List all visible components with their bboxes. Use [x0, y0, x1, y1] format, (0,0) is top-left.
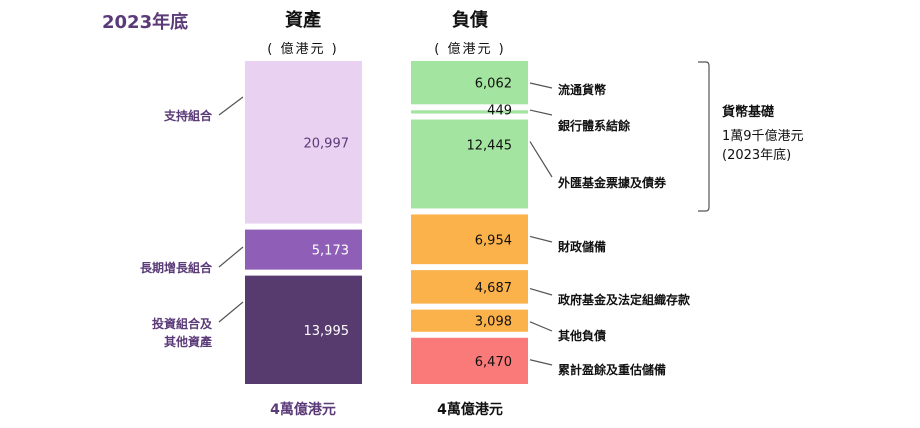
monetary-base-bracket: [698, 61, 710, 212]
asset-value-0: 20,997: [304, 136, 350, 151]
liability-leader-4: [529, 287, 553, 296]
asset-leader-1: [218, 246, 244, 268]
liabilities-column-title: 負債: [452, 10, 488, 31]
liability-leader-5: [529, 321, 553, 332]
asset-value-1: 5,173: [312, 244, 349, 259]
asset-bar-1: [245, 229, 362, 270]
liability-value-4: 4,687: [475, 281, 512, 296]
asset-bar-2: [245, 275, 362, 384]
liability-label-0: 流通貨幣: [558, 82, 606, 97]
liability-bar-6: [411, 337, 528, 384]
liability-value-2: 12,445: [467, 139, 513, 154]
liability-label-5: 其他負債: [558, 328, 606, 343]
liability-value-5: 3,098: [475, 315, 512, 330]
liability-leader-3: [529, 235, 553, 243]
liabilities-total-label: 4萬億港元: [437, 402, 503, 418]
asset-label-2-line1: 投資組合及: [152, 316, 213, 331]
assets-total-label: 4萬億港元: [270, 402, 336, 418]
liability-leader-6: [529, 359, 553, 366]
assets-column-title: 資產: [285, 10, 321, 31]
liability-bar-5: [411, 309, 528, 332]
asset-label-0: 支持組合: [163, 108, 213, 123]
asset-value-2: 13,995: [304, 324, 350, 339]
liability-label-2: 外匯基金票據及債券: [558, 175, 667, 190]
liability-bar-4: [411, 270, 528, 304]
asset-bar-0: [245, 61, 362, 224]
liability-bar-2: [411, 119, 528, 209]
year-label: 2023年底: [102, 12, 189, 33]
liability-leader-2: [529, 141, 553, 178]
asset-leader-0: [218, 96, 244, 116]
monetary-base-amount: 1萬9千億港元: [722, 129, 804, 144]
liability-label-3: 財政儲備: [557, 239, 606, 254]
asset-label-2-line2: 其他資產: [164, 334, 212, 349]
monetary-base-date: (2023年底): [722, 148, 792, 163]
liability-bar-1: [411, 110, 528, 114]
liability-value-3: 6,954: [475, 233, 512, 248]
assets-unit-label: ( 億港元 ): [267, 42, 339, 57]
liability-bar-0: [411, 61, 528, 105]
asset-label-1: 長期增長組合: [140, 260, 213, 275]
liability-leader-0: [529, 82, 553, 89]
liability-value-0: 6,062: [475, 77, 512, 92]
monetary-base-title: 貨幣基礎: [722, 105, 775, 120]
liabilities-unit-label: ( 億港元 ): [434, 42, 506, 57]
liability-value-1: 449: [487, 103, 512, 118]
asset-leader-2: [218, 301, 244, 323]
liability-label-6: 累計盈餘及重估儲備: [558, 362, 666, 377]
liability-label-1: 銀行體系結餘: [557, 118, 631, 133]
liability-leader-1: [529, 109, 553, 116]
liability-value-6: 6,470: [475, 355, 512, 370]
liability-bar-3: [411, 214, 528, 265]
liability-label-4: 政府基金及法定組織存款: [558, 292, 691, 307]
